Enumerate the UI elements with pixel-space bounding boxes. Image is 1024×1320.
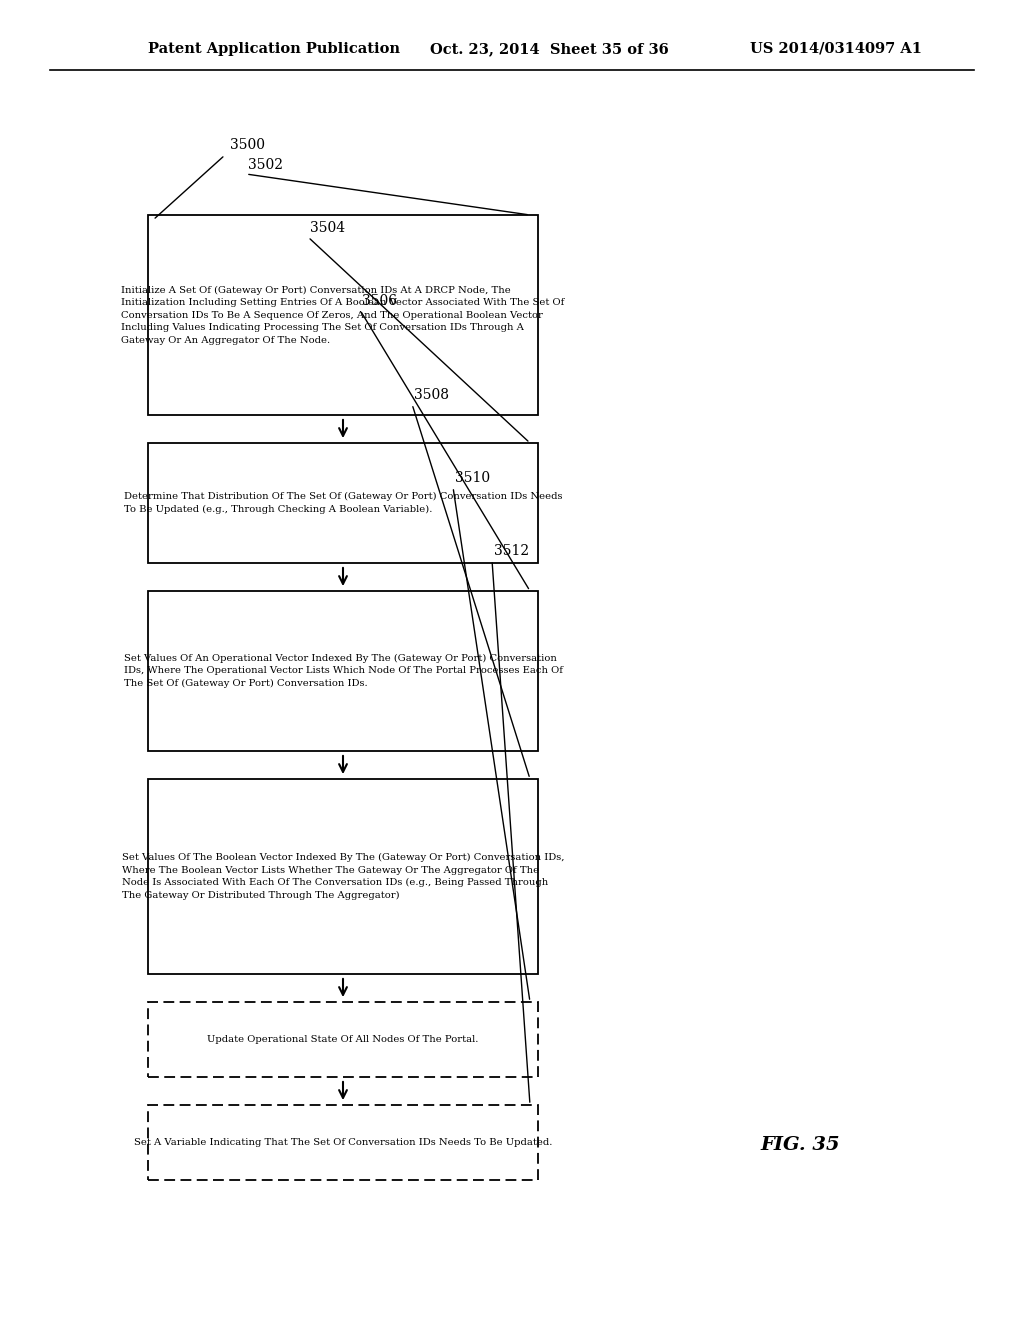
Text: 3510: 3510: [455, 471, 490, 484]
Bar: [148, 779, 538, 974]
Text: 3504: 3504: [310, 220, 345, 235]
Text: Oct. 23, 2014  Sheet 35 of 36: Oct. 23, 2014 Sheet 35 of 36: [430, 42, 669, 55]
Text: Patent Application Publication: Patent Application Publication: [148, 42, 400, 55]
Text: Set Values Of The Boolean Vector Indexed By The (Gateway Or Port) Conversation I: Set Values Of The Boolean Vector Indexed…: [122, 853, 564, 900]
Bar: [148, 591, 538, 751]
Text: 3506: 3506: [362, 294, 397, 308]
Bar: [148, 1002, 538, 1077]
Text: 3512: 3512: [494, 544, 529, 558]
Text: 3508: 3508: [414, 388, 449, 403]
Bar: [148, 444, 538, 564]
Bar: [148, 1105, 538, 1180]
Text: 3502: 3502: [248, 158, 283, 172]
Text: Set A Variable Indicating That The Set Of Conversation IDs Needs To Be Updated.: Set A Variable Indicating That The Set O…: [134, 1138, 552, 1147]
Text: US 2014/0314097 A1: US 2014/0314097 A1: [750, 42, 922, 55]
Text: 3500: 3500: [230, 139, 265, 152]
Text: Initialize A Set Of (Gateway Or Port) Conversation IDs At A DRCP Node, The
Initi: Initialize A Set Of (Gateway Or Port) Co…: [121, 285, 564, 345]
Text: Update Operational State Of All Nodes Of The Portal.: Update Operational State Of All Nodes Of…: [207, 1035, 478, 1044]
Bar: [148, 215, 538, 414]
Text: Determine That Distribution Of The Set Of (Gateway Or Port) Conversation IDs Nee: Determine That Distribution Of The Set O…: [124, 492, 562, 513]
Text: Set Values Of An Operational Vector Indexed By The (Gateway Or Port) Conversatio: Set Values Of An Operational Vector Inde…: [124, 653, 562, 688]
Text: FIG. 35: FIG. 35: [760, 1137, 840, 1154]
